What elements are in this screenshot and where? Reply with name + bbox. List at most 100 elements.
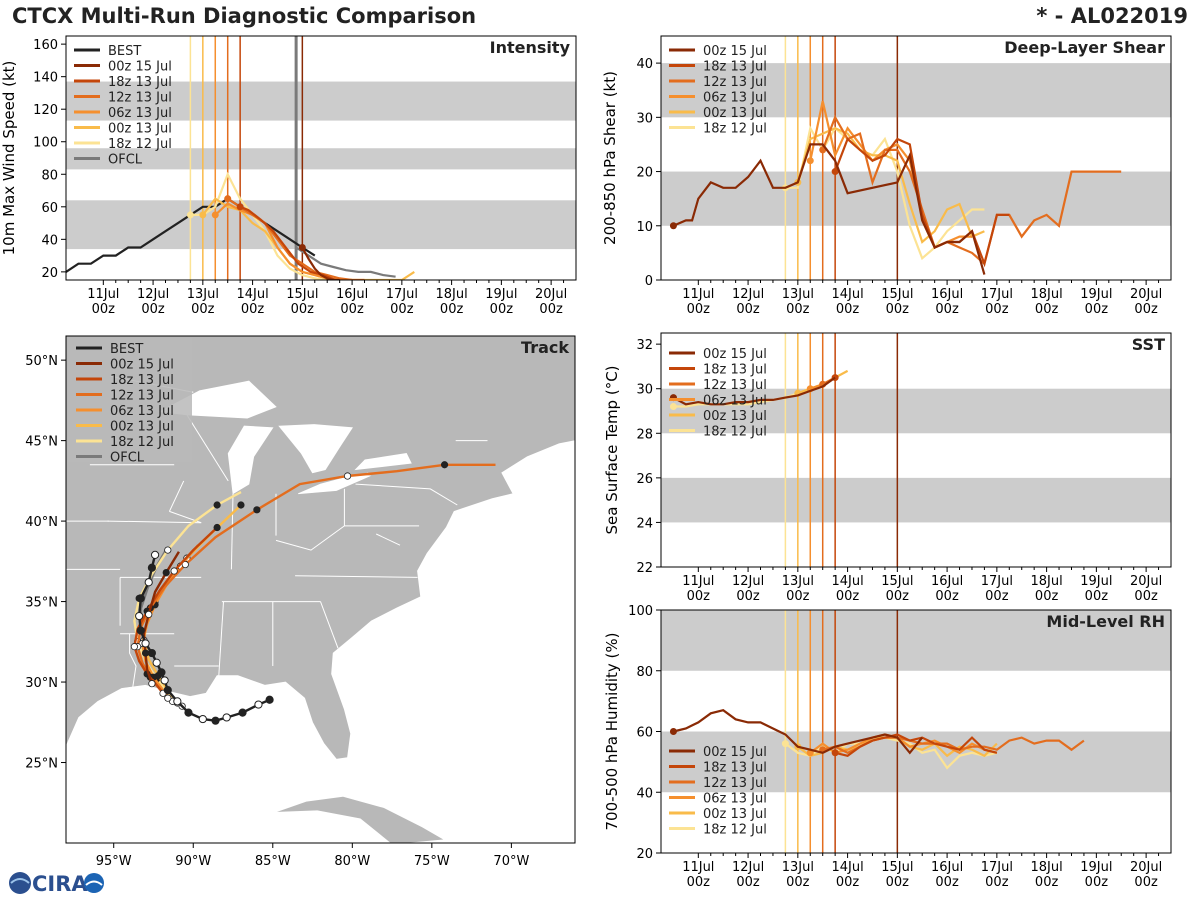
legend-label-18z-13-jul: 18z 13 Jul bbox=[110, 373, 174, 388]
x-tick-hour-label: 00z bbox=[985, 875, 1009, 890]
legend-label-18z-12-jul: 18z 12 Jul bbox=[703, 425, 767, 440]
x-tick-day-label: 14Jul bbox=[236, 287, 268, 302]
legend-label-18z-12-jul: 18z 12 Jul bbox=[703, 122, 767, 137]
x-tick-hour-label: 00z bbox=[786, 589, 810, 604]
x-tick-day-label: 12Jul bbox=[137, 287, 169, 302]
x-tick-hour-label: 00z bbox=[92, 302, 116, 317]
legend-label-00z-13-jul: 00z 13 Jul bbox=[703, 106, 767, 121]
y-tick-label: 28 bbox=[636, 427, 653, 442]
legend-label-06z-13-jul: 06z 13 Jul bbox=[703, 394, 767, 409]
x-tick-hour-label: 00z bbox=[1035, 875, 1059, 890]
x-tick-hour-label: 00z bbox=[886, 589, 910, 604]
cira-logo: CIRA bbox=[9, 872, 104, 896]
y-axis-label: Sea Surface Temp (°C) bbox=[603, 365, 621, 534]
lon-tick-label: 85°W bbox=[255, 854, 291, 869]
best-track-point bbox=[141, 639, 150, 648]
x-tick-day-label: 15Jul bbox=[881, 860, 913, 875]
globe-icon bbox=[9, 872, 31, 894]
series-line-00z-15-jul bbox=[672, 376, 836, 406]
legend-label-12z-13-jul: 12z 13 Jul bbox=[110, 389, 174, 404]
legend-label-12z-13-jul: 12z 13 Jul bbox=[108, 91, 172, 106]
best-track-point bbox=[135, 611, 144, 621]
y-tick-label: 20 bbox=[636, 847, 653, 862]
y-axis-label: 10m Max Wind Speed (kt) bbox=[0, 61, 18, 256]
x-tick-hour-label: 00z bbox=[1134, 302, 1158, 317]
x-tick-hour-label: 00z bbox=[1035, 302, 1059, 317]
state-border bbox=[275, 525, 345, 551]
x-tick-hour-label: 00z bbox=[1035, 589, 1059, 604]
y-tick-label: 120 bbox=[33, 103, 58, 118]
shear-chart: 01020304011Jul00z12Jul00z13Jul00z14Jul00… bbox=[601, 35, 1172, 317]
best-track-point bbox=[184, 708, 193, 717]
legend-label-18z-13-jul: 18z 13 Jul bbox=[703, 363, 767, 378]
legend-label-12z-13-jul: 12z 13 Jul bbox=[703, 378, 767, 393]
x-tick-hour-label: 00z bbox=[1085, 875, 1109, 890]
track-line-00z-15-jul bbox=[142, 551, 180, 685]
ofcl-line bbox=[295, 246, 396, 278]
state-border bbox=[186, 414, 229, 482]
x-tick-hour-label: 00z bbox=[836, 875, 860, 890]
lat-tick-label: 30°N bbox=[25, 676, 58, 691]
best-track-point bbox=[160, 676, 169, 685]
legend-label-18z-12-jul: 18z 12 Jul bbox=[703, 823, 767, 838]
x-tick-hour-label: 00z bbox=[687, 589, 711, 604]
x-tick-day-label: 20Jul bbox=[1130, 287, 1162, 302]
lake-michigan bbox=[227, 425, 274, 495]
x-tick-day-label: 16Jul bbox=[336, 287, 368, 302]
x-tick-day-label: 17Jul bbox=[981, 574, 1013, 589]
legend-label-18z-12-jul: 18z 12 Jul bbox=[110, 435, 174, 450]
lat-tick-label: 45°N bbox=[25, 435, 58, 450]
best-track-point bbox=[157, 668, 166, 677]
x-tick-hour-label: 00z bbox=[886, 302, 910, 317]
best-track-point bbox=[163, 685, 172, 695]
x-tick-hour-label: 00z bbox=[687, 302, 711, 317]
x-tick-day-label: 19Jul bbox=[1080, 287, 1112, 302]
plot-frame bbox=[660, 332, 1172, 568]
x-tick-hour-label: 00z bbox=[836, 589, 860, 604]
track-point-12z-13-jul bbox=[440, 461, 449, 469]
track-point-12z-13-jul bbox=[164, 694, 172, 702]
x-tick-hour-label: 00z bbox=[687, 875, 711, 890]
x-tick-day-label: 20Jul bbox=[1130, 860, 1162, 875]
sst-chart: 22242628303211Jul00z12Jul00z13Jul00z14Ju… bbox=[603, 332, 1172, 604]
best-track-point bbox=[173, 697, 182, 706]
satellite-badge-icon bbox=[84, 873, 104, 893]
state-border bbox=[375, 533, 401, 546]
series-line-00z-15-jul bbox=[673, 709, 924, 755]
legend-label-06z-13-jul: 06z 13 Jul bbox=[108, 106, 172, 121]
panel-title: Track bbox=[521, 338, 569, 357]
legend-label-00z-13-jul: 00z 13 Jul bbox=[703, 409, 767, 424]
series-start-point-18z-13-jul bbox=[831, 168, 839, 176]
x-tick-day-label: 15Jul bbox=[881, 287, 913, 302]
legend-label-00z-13-jul: 00z 13 Jul bbox=[703, 807, 767, 822]
legend-label-18z-13-jul: 18z 13 Jul bbox=[108, 75, 172, 90]
track-point-00z-15-jul bbox=[141, 649, 150, 657]
track-point-00z-15-jul bbox=[162, 569, 170, 577]
x-tick-day-label: 19Jul bbox=[1080, 860, 1112, 875]
shaded-band bbox=[661, 388, 1171, 434]
y-tick-label: 22 bbox=[636, 561, 653, 576]
best-track-point bbox=[211, 716, 220, 725]
lon-tick-label: 75°W bbox=[414, 854, 450, 869]
series-start-point-18z-12-jul bbox=[669, 403, 677, 411]
legend-label-18z-13-jul: 18z 13 Jul bbox=[703, 60, 767, 75]
series-line-00z-15-jul bbox=[672, 143, 986, 275]
lat-tick-label: 40°N bbox=[25, 515, 58, 530]
best-track-point bbox=[144, 578, 153, 587]
x-tick-hour-label: 00z bbox=[490, 302, 514, 317]
x-tick-hour-label: 00z bbox=[539, 302, 563, 317]
lon-tick-label: 70°W bbox=[493, 854, 529, 869]
panel-title: Mid-Level RH bbox=[1046, 612, 1165, 631]
series-start-point-12z-13-jul bbox=[224, 195, 232, 203]
x-tick-day-label: 13Jul bbox=[782, 860, 814, 875]
series-line-12z-13-jul bbox=[821, 114, 1122, 266]
x-tick-hour-label: 00z bbox=[440, 302, 464, 317]
x-tick-day-label: 13Jul bbox=[187, 287, 219, 302]
legend-label-00z-13-jul: 00z 13 Jul bbox=[108, 122, 172, 137]
y-tick-label: 60 bbox=[41, 201, 58, 216]
legend-label-18z-12-jul: 18z 12 Jul bbox=[108, 137, 172, 152]
track-map: 95°W 90°W 85°W 80°W 75°W 70°W 25°N 30°N 35°N 40°N… bbox=[25, 335, 576, 869]
series-start-point-00z-15-jul bbox=[669, 728, 677, 735]
y-tick-label: 32 bbox=[636, 338, 653, 353]
legend-label-00z-15-jul: 00z 15 Jul bbox=[703, 745, 767, 760]
